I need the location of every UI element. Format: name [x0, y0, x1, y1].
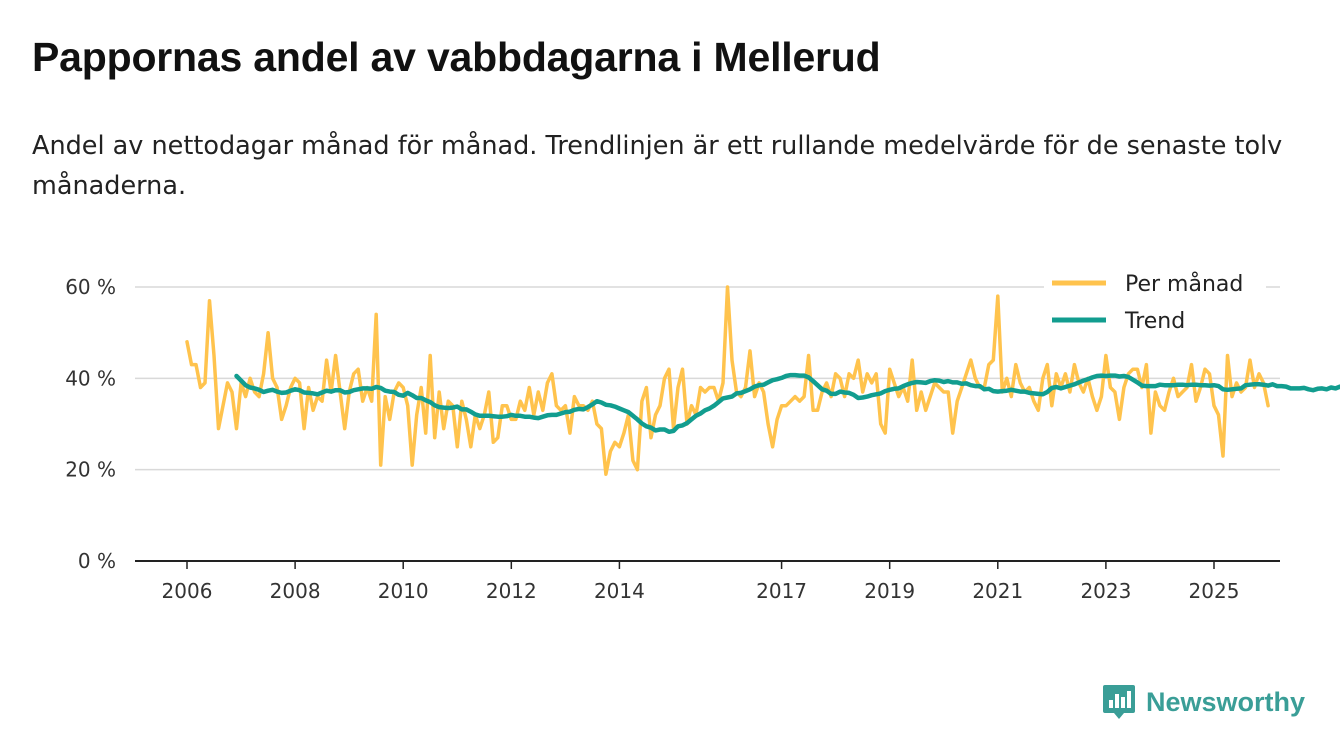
x-tick-label: 2021	[972, 579, 1023, 603]
legend-background	[1044, 264, 1266, 346]
x-tick-label: 2006	[162, 579, 213, 603]
chart-subtitle: Andel av nettodagar månad för månad. Tre…	[32, 131, 1283, 201]
chart-title: Pappornas andel av vabbdagarna i Melleru…	[32, 34, 881, 80]
y-tick-label: 0 %	[78, 549, 116, 573]
x-tick-label: 2008	[270, 579, 321, 603]
legend: Per månad Trend	[1044, 264, 1266, 346]
y-tick-label: 20 %	[65, 458, 116, 482]
x-tick-label: 2019	[864, 579, 915, 603]
x-axis: 2006 2008 2010 2012 2014 2017 2019 2021 2023 2025	[135, 560, 1280, 603]
series-lines	[185, 285, 1340, 476]
x-tick-label: 2017	[756, 579, 807, 603]
newsworthy-logo-icon	[1103, 685, 1135, 719]
x-tick-label: 2014	[594, 579, 645, 603]
y-axis-tick-labels: 0 % 20 % 40 % 60 %	[65, 275, 116, 573]
newsworthy-brand-name: Newsworthy	[1146, 686, 1306, 717]
x-tick-label: 2023	[1080, 579, 1131, 603]
x-tick-label: 2025	[1189, 579, 1240, 603]
legend-label: Trend	[1124, 309, 1185, 334]
x-tick-label: 2012	[486, 579, 537, 603]
series-line-trend	[234, 372, 1340, 435]
newsworthy-logo: Newsworthy	[1102, 683, 1305, 721]
legend-label: Per månad	[1125, 271, 1243, 297]
y-tick-label: 40 %	[65, 366, 116, 390]
x-tick-label: 2010	[378, 579, 429, 603]
y-tick-label: 60 %	[65, 275, 116, 299]
